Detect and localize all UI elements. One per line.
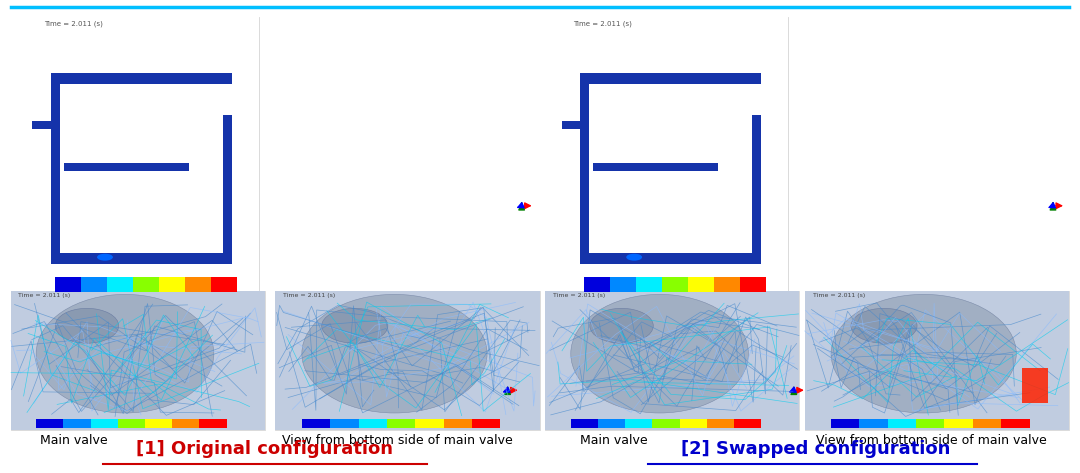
FancyBboxPatch shape [805,291,1069,430]
Circle shape [97,254,113,261]
FancyBboxPatch shape [1001,419,1029,428]
FancyBboxPatch shape [185,277,211,292]
FancyBboxPatch shape [11,291,265,430]
FancyBboxPatch shape [51,73,59,264]
Text: Main valve: Main valve [40,434,107,447]
Text: Time = 2.011 (s): Time = 2.011 (s) [572,21,632,27]
FancyBboxPatch shape [64,419,91,428]
Text: Time = 2.011 (s): Time = 2.011 (s) [812,293,865,298]
FancyBboxPatch shape [625,419,652,428]
FancyBboxPatch shape [275,291,540,430]
FancyBboxPatch shape [11,291,265,430]
FancyBboxPatch shape [200,419,227,428]
FancyBboxPatch shape [32,17,259,298]
FancyBboxPatch shape [145,419,172,428]
FancyBboxPatch shape [740,277,766,292]
FancyBboxPatch shape [222,115,232,264]
FancyBboxPatch shape [662,277,688,292]
FancyBboxPatch shape [584,277,610,292]
FancyBboxPatch shape [714,277,740,292]
Text: Time = 2.011 (s): Time = 2.011 (s) [43,21,103,27]
Ellipse shape [322,308,388,343]
FancyBboxPatch shape [415,419,444,428]
FancyBboxPatch shape [91,419,118,428]
Ellipse shape [832,294,1016,413]
FancyBboxPatch shape [51,73,232,84]
FancyBboxPatch shape [81,277,107,292]
FancyBboxPatch shape [734,419,761,428]
FancyBboxPatch shape [944,419,973,428]
FancyBboxPatch shape [580,253,761,264]
FancyBboxPatch shape [570,419,598,428]
Text: Time = 2.011 (s): Time = 2.011 (s) [553,293,605,298]
FancyBboxPatch shape [888,419,916,428]
Text: [2] Swapped configuration: [2] Swapped configuration [680,440,950,458]
Ellipse shape [590,308,653,343]
FancyBboxPatch shape [832,419,860,428]
Text: View from bottom side of main valve: View from bottom side of main valve [282,434,513,447]
FancyBboxPatch shape [916,419,944,428]
FancyBboxPatch shape [275,291,540,430]
FancyBboxPatch shape [64,163,189,171]
FancyBboxPatch shape [107,277,133,292]
Ellipse shape [302,294,487,413]
FancyBboxPatch shape [679,419,706,428]
FancyBboxPatch shape [562,17,788,298]
FancyBboxPatch shape [580,73,589,264]
FancyBboxPatch shape [32,121,59,129]
FancyBboxPatch shape [211,277,237,292]
FancyBboxPatch shape [652,419,679,428]
FancyBboxPatch shape [118,419,145,428]
FancyBboxPatch shape [805,291,1069,430]
FancyBboxPatch shape [133,277,159,292]
FancyBboxPatch shape [32,17,259,298]
FancyBboxPatch shape [610,277,636,292]
FancyBboxPatch shape [159,277,185,292]
FancyBboxPatch shape [636,277,662,292]
Ellipse shape [570,294,748,413]
Text: Main valve: Main valve [580,434,647,447]
FancyBboxPatch shape [37,419,64,428]
Ellipse shape [55,308,119,343]
FancyBboxPatch shape [387,419,415,428]
FancyBboxPatch shape [752,115,761,264]
FancyBboxPatch shape [593,163,718,171]
Ellipse shape [37,294,214,413]
FancyBboxPatch shape [55,277,81,292]
FancyBboxPatch shape [598,419,625,428]
FancyBboxPatch shape [580,73,761,84]
FancyBboxPatch shape [973,419,1001,428]
FancyBboxPatch shape [444,419,472,428]
FancyBboxPatch shape [472,419,500,428]
Circle shape [626,254,643,261]
FancyBboxPatch shape [688,277,714,292]
FancyBboxPatch shape [562,17,788,298]
Ellipse shape [851,308,917,343]
Text: [1] Original configuration: [1] Original configuration [136,440,393,458]
FancyBboxPatch shape [562,121,589,129]
Text: Time = 2.011 (s): Time = 2.011 (s) [18,293,70,298]
FancyBboxPatch shape [1022,368,1048,403]
FancyBboxPatch shape [172,419,200,428]
Text: Time = 2.011 (s): Time = 2.011 (s) [283,293,336,298]
FancyBboxPatch shape [860,419,888,428]
FancyBboxPatch shape [545,291,799,430]
FancyBboxPatch shape [706,419,734,428]
FancyBboxPatch shape [330,419,359,428]
FancyBboxPatch shape [545,291,799,430]
FancyBboxPatch shape [51,253,232,264]
FancyBboxPatch shape [359,419,387,428]
FancyBboxPatch shape [302,419,330,428]
Text: View from bottom side of main valve: View from bottom side of main valve [815,434,1047,447]
